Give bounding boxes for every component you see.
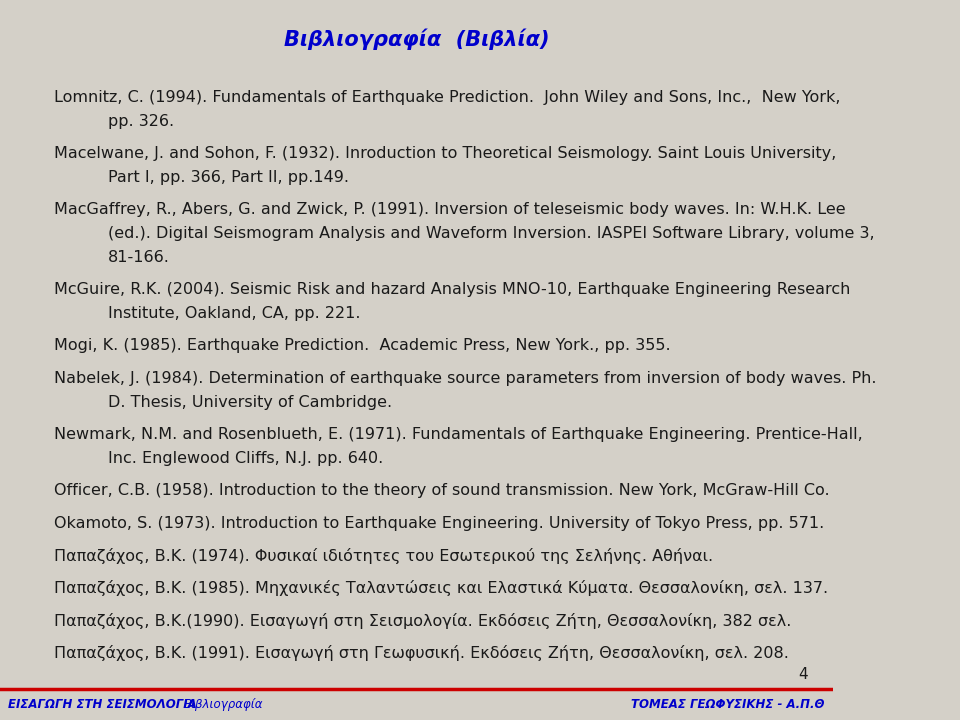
Text: Mogi, K. (1985). Earthquake Prediction.  Academic Press, New York., pp. 355.: Mogi, K. (1985). Earthquake Prediction. … — [54, 338, 671, 354]
Text: Nabelek, J. (1984). Determination of earthquake source parameters from inversion: Nabelek, J. (1984). Determination of ear… — [54, 371, 876, 386]
Text: Παπαζάχος, Β.Κ. (1974). Φυσικαί ιδιότητες του Εσωτερικού της Σελήνης. Αθήναι.: Παπαζάχος, Β.Κ. (1974). Φυσικαί ιδιότητε… — [54, 548, 713, 564]
Text: Part I, pp. 366, Part II, pp.149.: Part I, pp. 366, Part II, pp.149. — [108, 170, 349, 185]
Text: Παπαζάχος, Β.Κ. (1985). Μηχανικές Ταλαντώσεις και Ελαστικά Κύματα. Θεσσαλονίκη, : Παπαζάχος, Β.Κ. (1985). Μηχανικές Ταλαντ… — [54, 580, 828, 596]
Text: ΤΟΜΕΑΣ ΓΕΩΦΥΣΙΚΗΣ - Α.Π.Θ: ΤΟΜΕΑΣ ΓΕΩΦΥΣΙΚΗΣ - Α.Π.Θ — [632, 698, 825, 711]
Text: Newmark, N.M. and Rosenblueth, E. (1971). Fundamentals of Earthquake Engineering: Newmark, N.M. and Rosenblueth, E. (1971)… — [54, 427, 863, 442]
Text: (ed.). Digital Seismogram Analysis and Waveform Inversion. IASPEI Software Libra: (ed.). Digital Seismogram Analysis and W… — [108, 226, 875, 241]
Text: Παπαζάχος, Β.Κ.(1990). Εισαγωγή στη Σεισμολογία. Εκδόσεις Ζήτη, Θεσσαλονίκη, 382: Παπαζάχος, Β.Κ.(1990). Εισαγωγή στη Σεισ… — [54, 613, 792, 629]
Text: 4: 4 — [799, 667, 808, 682]
Text: Inc. Englewood Cliffs, N.J. pp. 640.: Inc. Englewood Cliffs, N.J. pp. 640. — [108, 451, 384, 466]
Text: Lomnitz, C. (1994). Fundamentals of Earthquake Prediction.  John Wiley and Sons,: Lomnitz, C. (1994). Fundamentals of Eart… — [54, 90, 841, 105]
Text: Officer, C.B. (1958). Introduction to the theory of sound transmission. New York: Officer, C.B. (1958). Introduction to th… — [54, 483, 829, 498]
Text: Macelwane, J. and Sohon, F. (1932). Inroduction to Theoretical Seismology. Saint: Macelwane, J. and Sohon, F. (1932). Inro… — [54, 146, 836, 161]
Text: Βιβλιογραφία: Βιβλιογραφία — [183, 698, 263, 711]
Text: Institute, Oakland, CA, pp. 221.: Institute, Oakland, CA, pp. 221. — [108, 306, 361, 321]
Text: McGuire, R.K. (2004). Seismic Risk and hazard Analysis MNO-10, Earthquake Engine: McGuire, R.K. (2004). Seismic Risk and h… — [54, 282, 851, 297]
Text: Okamoto, S. (1973). Introduction to Earthquake Engineering. University of Tokyo : Okamoto, S. (1973). Introduction to Eart… — [54, 516, 825, 531]
Text: Παπαζάχος, Β.Κ. (1991). Εισαγωγή στη Γεωφυσική. Εκδόσεις Ζήτη, Θεσσαλονίκη, σελ.: Παπαζάχος, Β.Κ. (1991). Εισαγωγή στη Γεω… — [54, 645, 789, 661]
Text: pp. 326.: pp. 326. — [108, 114, 175, 129]
Text: D. Thesis, University of Cambridge.: D. Thesis, University of Cambridge. — [108, 395, 393, 410]
Text: ΕΙΣΑΓΩΓΗ ΣΤΗ ΣΕΙΣΜΟΛΟΓΙΑ: ΕΙΣΑΓΩΓΗ ΣΤΗ ΣΕΙΣΜΟΛΟΓΙΑ — [9, 698, 197, 711]
Text: 81-166.: 81-166. — [108, 250, 170, 265]
Text: Βιβλιογραφία  (Βιβλία): Βιβλιογραφία (Βιβλία) — [284, 29, 549, 50]
Text: MacGaffrey, R., Abers, G. and Zwick, P. (1991). Inversion of teleseismic body wa: MacGaffrey, R., Abers, G. and Zwick, P. … — [54, 202, 846, 217]
